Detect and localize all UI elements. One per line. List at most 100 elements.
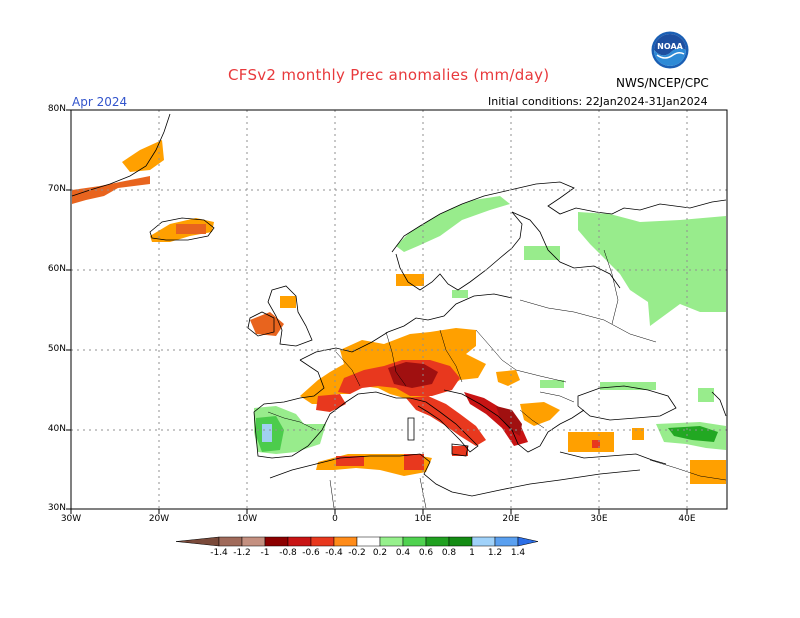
caucasus-strong-wet [668, 426, 718, 442]
graticule [71, 110, 727, 509]
france-border [335, 351, 361, 387]
lon-label-10w: 10W [236, 514, 258, 524]
tunisia-dry [404, 454, 424, 470]
colorbar-tick-label: -1 [260, 548, 270, 558]
colorbar-segment [333, 536, 358, 547]
lon-label-30w: 30W [60, 514, 82, 524]
norway-wet-anomaly [396, 196, 510, 252]
colorbar-tick-label: 0.4 [395, 548, 411, 558]
north-africa-coast [269, 453, 641, 497]
adriatic-dry [464, 392, 528, 446]
colorbar-segment [448, 536, 473, 547]
colorbar-tick-label: -1.4 [210, 548, 228, 558]
greenland-dry-anomaly [72, 176, 150, 204]
albania-dry [496, 406, 522, 436]
balkans-coast [443, 389, 585, 453]
colorbar-segment [241, 536, 266, 547]
russia-wet-anomaly [578, 212, 726, 326]
norway-south-dry [396, 274, 424, 286]
turkey-coast [559, 451, 667, 465]
lon-label-20e: 20E [502, 514, 520, 524]
colorbar-tick-label: -0.2 [348, 548, 366, 558]
colorbar-segment [471, 536, 496, 547]
map-frame-bg [71, 110, 727, 509]
initial-conditions: Initial conditions: 22Jan2024-31Jan2024 [488, 95, 708, 108]
sicily-dry [452, 446, 468, 456]
sweden-wet-anomaly [524, 246, 560, 260]
italy-coast [409, 397, 479, 453]
colorbar-tick-label: 1 [469, 548, 475, 558]
finland-coast [511, 211, 621, 289]
colorbar-segment [494, 536, 519, 547]
turkey-dry [568, 432, 614, 452]
iberia-coast [253, 359, 410, 459]
colorbar-segment [264, 536, 289, 547]
scotland-anomaly [280, 296, 296, 308]
iraq-dry [690, 460, 726, 484]
colorbar-segment [356, 536, 381, 547]
iceland-core-anomaly [176, 224, 206, 234]
border-layer [267, 249, 727, 509]
lat-label-40n: 40N [47, 424, 66, 434]
lat-label-30n: 30N [47, 503, 66, 513]
colorbar-segment [379, 536, 404, 547]
colorbar-segment [310, 536, 335, 547]
algeria-border [329, 479, 335, 509]
finland-russia-border [603, 249, 619, 325]
turkey-core-dry [592, 440, 600, 448]
lon-label-40e: 40E [678, 514, 696, 524]
romania-border [539, 391, 575, 403]
colorbar-tick-label: -0.8 [279, 548, 297, 558]
map-title: CFSv2 monthly Prec anomalies (mm/day) [228, 66, 550, 84]
germany-border [385, 331, 407, 387]
colorbar-segment [425, 536, 450, 547]
lat-label-60n: 60N [47, 264, 66, 274]
iceland-coast [149, 217, 215, 241]
black-sea-coast [577, 385, 677, 421]
balkans-dry [496, 370, 520, 386]
colorbar-segment [517, 536, 539, 547]
colorbar-segment [402, 536, 427, 547]
baltic-wet-anomaly [452, 290, 468, 298]
colorbar-tick-label: -0.4 [325, 548, 343, 558]
turkey-east-dry [632, 428, 644, 440]
greenland-coast [71, 113, 171, 197]
poland-border [439, 329, 463, 383]
greece-dry [520, 402, 560, 426]
colorbar-tick-label: -0.6 [302, 548, 320, 558]
colorbar-tick-label: 0.6 [418, 548, 434, 558]
greenland-coast-anomaly [122, 140, 164, 172]
lon-label-30e: 30E [590, 514, 608, 524]
britain-coast [267, 285, 313, 347]
colorbar-tick-label: 0.2 [372, 548, 388, 558]
colorbar-segment [175, 536, 220, 547]
ukraine-border [475, 329, 567, 383]
algeria-dry [336, 456, 364, 466]
colorbar-tick-label: 0.8 [441, 548, 457, 558]
map-frame [70, 109, 728, 510]
libya-border [419, 477, 427, 509]
romania-wet [540, 380, 564, 388]
ireland-coast [247, 311, 275, 337]
sicily-coast [451, 443, 469, 457]
colorbar [175, 536, 539, 547]
alps-core-dry [388, 362, 438, 388]
lon-label-10e: 10E [414, 514, 432, 524]
tick-marks [66, 109, 688, 514]
colorbar-segment [287, 536, 312, 547]
greece-border [519, 409, 545, 429]
coastline-layer [71, 113, 727, 497]
lat-label-70n: 70N [47, 184, 66, 194]
caucasus-wet [698, 388, 714, 402]
colorbar-segment [218, 536, 243, 547]
lat-label-50n: 50N [47, 344, 66, 354]
lat-label-80n: 80N [47, 104, 66, 114]
lon-label-20w: 20W [148, 514, 170, 524]
ukraine-wet [600, 382, 656, 390]
logo-text: NOAA [657, 42, 683, 51]
caspian-coast [711, 391, 727, 417]
sardinia-coast [407, 417, 415, 441]
anomaly-layer [72, 140, 726, 484]
portugal-very-wet [262, 424, 272, 442]
